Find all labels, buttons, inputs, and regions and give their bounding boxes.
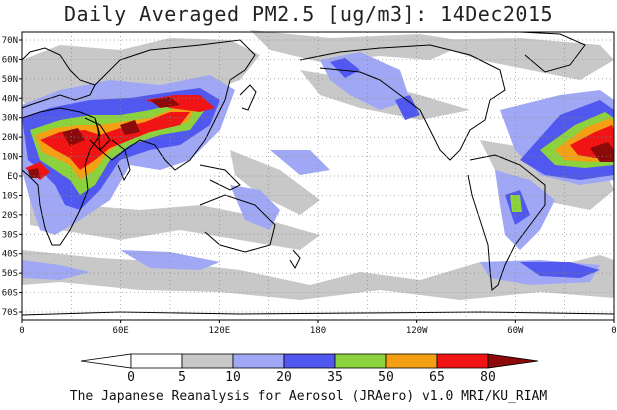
- pm-zone-80: [62, 128, 85, 146]
- lon-label: 60W: [507, 326, 524, 336]
- colorbar-label: 80: [480, 370, 496, 385]
- coast-newzealand: [289, 249, 301, 270]
- lat-label: 60S: [2, 289, 18, 299]
- pm-zone-80: [150, 97, 180, 108]
- pm-zone-80: [590, 142, 614, 162]
- lat-label: 30N: [2, 114, 18, 124]
- colorbar-label: 20: [276, 370, 292, 385]
- lon-label: 0: [19, 326, 24, 336]
- colorbar-label: 35: [327, 370, 343, 385]
- lat-label: 70N: [2, 36, 18, 46]
- colorbar-label: 5: [178, 370, 186, 385]
- colorbar-min-arrow: [80, 353, 132, 369]
- pm-zone-80: [28, 168, 40, 178]
- pm-zone-20: [520, 262, 600, 278]
- pm-zone-65: [40, 112, 190, 170]
- lat-label: 50N: [2, 75, 18, 85]
- coast-asia: [94, 39, 256, 171]
- lat-label: EQ: [7, 172, 18, 182]
- coast-greenland: [519, 31, 586, 73]
- lon-label: 180: [310, 326, 326, 336]
- colorbar-segment: [283, 353, 336, 369]
- colorbar-label: 10: [225, 370, 241, 385]
- colorbar-segment: [385, 353, 438, 369]
- lon-label: 120W: [406, 326, 428, 336]
- map-title: Daily Averaged PM2.5 [ug/m3]: 14Dec2015: [63, 2, 554, 26]
- pm-zone-10: [230, 185, 280, 230]
- lat-label: 20S: [2, 211, 18, 221]
- colorbar: 0 5 10 20 35 50 65 80: [80, 353, 539, 385]
- coast-africa: [21, 107, 101, 246]
- pm-zone-5: [420, 38, 614, 80]
- lat-label: 10N: [2, 153, 18, 163]
- pm-zone-35: [510, 195, 522, 212]
- lon-label: 120E: [208, 326, 230, 336]
- pm-zone-5: [30, 200, 320, 250]
- lat-label: 10S: [2, 191, 18, 201]
- lat-label: 20N: [2, 133, 18, 143]
- pm-zone-20: [330, 58, 360, 78]
- longitude-axis: 0 60E 120E 180 120W 60W 0: [19, 320, 617, 336]
- lat-label: 60N: [2, 55, 18, 65]
- coast-seasia: [199, 164, 241, 191]
- lat-label: 40S: [2, 250, 18, 260]
- lon-label: 0: [611, 326, 616, 336]
- colorbar-label: 65: [429, 370, 445, 385]
- pm-zone-5: [250, 30, 470, 62]
- coast-samerica: [467, 154, 546, 291]
- coast-arabia: [84, 117, 111, 151]
- pm-zone-10: [22, 260, 90, 280]
- graticule: [22, 32, 614, 320]
- coast-namerica: [299, 44, 506, 161]
- lat-label: 30S: [2, 230, 18, 240]
- colorbar-segment: [130, 353, 183, 369]
- coast-japan: [239, 84, 257, 111]
- latitude-axis: 70N 60N 50N 40N 30N 20N 10N EQ 10S 20S 30S 40S 50S 60…: [2, 36, 22, 318]
- colorbar-segment: [436, 353, 489, 369]
- colorbar-segment: [232, 353, 285, 369]
- coast-australia: [199, 194, 276, 253]
- colorbar-segment: [181, 353, 234, 369]
- coast-india: [111, 139, 131, 182]
- lon-label: 60E: [113, 326, 129, 336]
- footer-credit: The Japanese Reanalysis for Aerosol (JRA…: [69, 389, 548, 404]
- lat-label: 50S: [2, 269, 18, 279]
- pm-zone-5: [230, 150, 320, 215]
- lat-label: 70S: [2, 308, 18, 318]
- lat-label: 40N: [2, 94, 18, 104]
- colorbar-label: 50: [378, 370, 394, 385]
- pm-zone-20: [395, 95, 420, 120]
- colorbar-segment: [334, 353, 387, 369]
- colorbar-label: 0: [127, 370, 135, 385]
- pm-zone-80: [120, 120, 140, 135]
- colorbar-max-arrow: [487, 353, 539, 369]
